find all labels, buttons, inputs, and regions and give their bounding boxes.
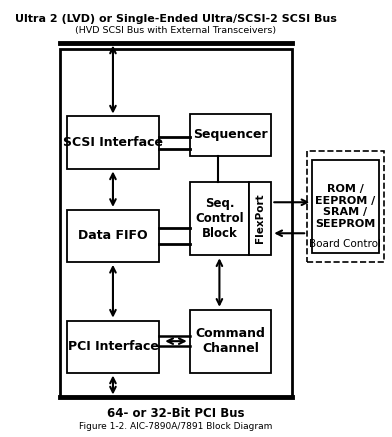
Text: Ultra 2 (LVD) or Single-Ended Ultra/SCSI-2 SCSI Bus: Ultra 2 (LVD) or Single-Ended Ultra/SCSI… <box>15 14 337 24</box>
Bar <box>190 182 249 255</box>
Text: Sequencer: Sequencer <box>193 128 268 142</box>
Bar <box>249 182 271 255</box>
Text: Command
Channel: Command Channel <box>196 327 265 355</box>
Text: Figure 1-2. AIC-7890A/7891 Block Diagram: Figure 1-2. AIC-7890A/7891 Block Diagram <box>79 423 273 431</box>
Text: Board Control: Board Control <box>309 239 381 249</box>
Text: 64- or 32-Bit PCI Bus: 64- or 32-Bit PCI Bus <box>107 407 245 420</box>
Bar <box>67 210 159 262</box>
Text: PCI Interface: PCI Interface <box>67 340 158 353</box>
Bar <box>190 114 271 156</box>
Text: ROM /
EEPROM /
SRAM /
SEEPROM: ROM / EEPROM / SRAM / SEEPROM <box>315 184 376 229</box>
Text: SCSI Interface: SCSI Interface <box>63 136 163 149</box>
Text: (HVD SCSI Bus with External Transceivers): (HVD SCSI Bus with External Transceivers… <box>75 26 276 35</box>
Bar <box>312 160 379 253</box>
Bar <box>67 116 159 169</box>
Bar <box>190 310 271 373</box>
Bar <box>307 151 384 262</box>
Text: Seq.
Control
Block: Seq. Control Block <box>195 197 244 240</box>
Text: Data FIFO: Data FIFO <box>78 229 148 243</box>
Bar <box>60 49 292 396</box>
Text: FlexPort: FlexPort <box>255 194 265 243</box>
Bar <box>67 321 159 373</box>
